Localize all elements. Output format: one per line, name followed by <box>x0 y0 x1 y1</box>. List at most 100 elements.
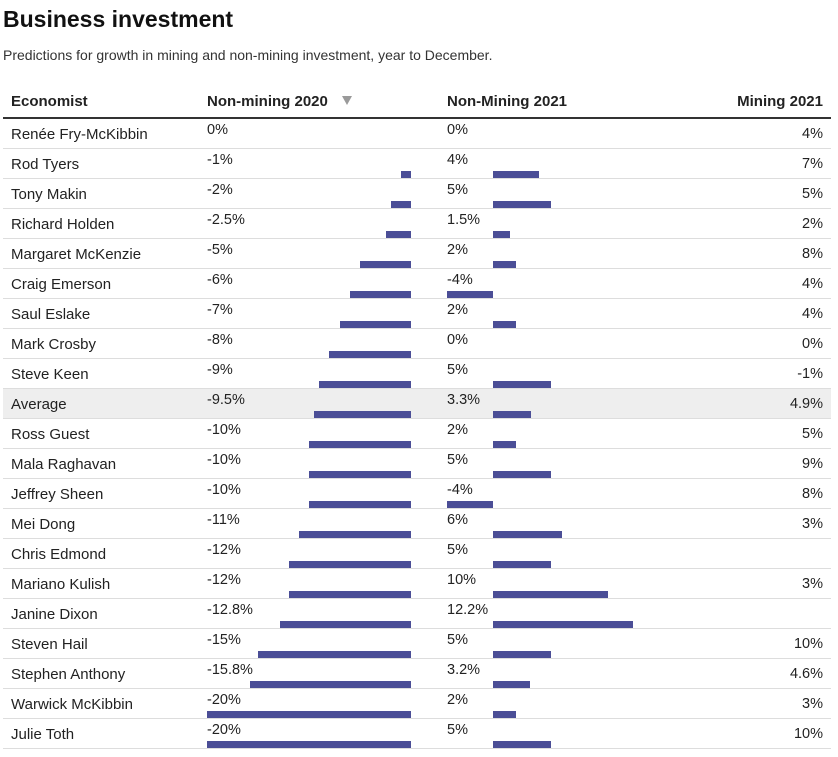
non-mining-2020-value: -9% <box>207 362 233 378</box>
mining-2021-value: 9% <box>802 456 823 472</box>
non-mining-2020-value: -20% <box>207 722 241 738</box>
non-mining-2020-value: -12% <box>207 572 241 588</box>
mining-2021-value: 5% <box>802 186 823 202</box>
economist-name: Richard Holden <box>11 216 115 233</box>
page-subtitle: Predictions for growth in mining and non… <box>3 47 493 63</box>
non-mining-2021-value: 5% <box>447 452 468 468</box>
non-mining-2020-bar <box>390 201 411 208</box>
economist-name: Julie Toth <box>11 726 75 743</box>
economist-name: Chris Edmond <box>11 546 107 563</box>
column-header-non-mining-2020[interactable]: Non-mining 2020 <box>207 93 352 110</box>
non-mining-2020-value: -2% <box>207 182 233 198</box>
economist-name: Saul Eslake <box>11 306 91 323</box>
mining-2021-value: 3% <box>802 576 823 592</box>
table-row: Julie Toth -20% 5% 10% <box>3 719 831 749</box>
non-mining-2021-bar <box>493 261 516 268</box>
non-mining-2020-value: -10% <box>207 422 241 438</box>
non-mining-2020-bar <box>400 171 411 178</box>
non-mining-2020-bar <box>288 591 411 598</box>
mining-2021-value: 4% <box>802 276 823 292</box>
mining-2021-value: 8% <box>802 246 823 262</box>
non-mining-2021-value: 1.5% <box>447 212 481 228</box>
mining-2021-value: 0% <box>802 336 823 352</box>
table-row: Stephen Anthony -15.8% 3.2% 4.6% <box>3 659 831 689</box>
non-mining-2021-value: 5% <box>447 722 468 738</box>
mining-2021-value: 4% <box>802 126 823 142</box>
page-title: Business investment <box>3 6 234 32</box>
non-mining-2020-bar <box>298 531 411 538</box>
table-row: Steve Keen -9% 5% -1% <box>3 359 831 389</box>
non-mining-2021-bar <box>493 171 539 178</box>
economist-name: Stephen Anthony <box>11 666 126 683</box>
mining-2021-value: 2% <box>802 216 823 232</box>
non-mining-2020-bar <box>329 351 411 358</box>
sort-desc-icon[interactable] <box>341 96 352 105</box>
mining-2021-value: 5% <box>802 426 823 442</box>
mining-2021-value: 8% <box>802 486 823 502</box>
column-header-non-mining-2021[interactable]: Non-Mining 2021 <box>447 93 568 110</box>
mining-2021-value: 4.9% <box>789 396 823 412</box>
non-mining-2020-bar <box>360 261 411 268</box>
non-mining-2021-bar <box>493 531 562 538</box>
non-mining-2021-value: 10% <box>447 572 477 588</box>
mining-2021-value: 10% <box>793 726 823 742</box>
non-mining-2020-bar <box>249 681 411 688</box>
non-mining-2021-bar <box>493 231 511 238</box>
economist-name: Janine Dixon <box>11 606 98 623</box>
non-mining-2021-bar <box>447 501 493 508</box>
table-row: Mariano Kulish -12% 10% 3% <box>3 569 831 599</box>
table-row: Mala Raghavan -10% 5% 9% <box>3 449 831 479</box>
non-mining-2020-value: -20% <box>207 692 241 708</box>
non-mining-2021-value: 5% <box>447 182 468 198</box>
non-mining-2020-bar <box>349 291 411 298</box>
non-mining-2021-bar <box>493 471 551 478</box>
non-mining-2020-bar <box>339 321 411 328</box>
non-mining-2020-value: 0% <box>207 122 228 138</box>
economist-name: Average <box>11 396 67 413</box>
non-mining-2021-bar <box>493 201 551 208</box>
table-row: Renée Fry-McKibbin 0% 0% 4% <box>3 119 831 149</box>
non-mining-2021-bar <box>493 591 608 598</box>
non-mining-2020-bar <box>385 231 411 238</box>
non-mining-2021-bar <box>493 651 551 658</box>
table-row: Richard Holden -2.5% 1.5% 2% <box>3 209 831 239</box>
economist-name: Margaret McKenzie <box>11 246 142 263</box>
non-mining-2021-value: -4% <box>447 272 473 288</box>
non-mining-2020-bar <box>280 621 411 628</box>
column-header-mining-2021[interactable]: Mining 2021 <box>737 93 823 110</box>
mining-2021-value: -1% <box>797 366 823 382</box>
non-mining-2020-bar <box>288 561 411 568</box>
non-mining-2021-value: 2% <box>447 692 468 708</box>
non-mining-2021-bar <box>493 561 551 568</box>
table-row: Janine Dixon -12.8% 12.2% <box>3 599 831 629</box>
non-mining-2020-value: -15.8% <box>207 662 253 678</box>
table-row-average: Average -9.5% 3.3% 4.9% <box>3 389 831 419</box>
table-row: Steven Hail -15% 5% 10% <box>3 629 831 659</box>
economist-name: Warwick McKibbin <box>11 696 133 713</box>
column-header-economist[interactable]: Economist <box>11 93 88 110</box>
mining-2021-value: 4.6% <box>789 666 823 682</box>
economist-name: Mark Crosby <box>11 336 97 353</box>
non-mining-2021-value: 5% <box>447 542 468 558</box>
table-row: Rod Tyers -1% 4% 7% <box>3 149 831 179</box>
non-mining-2020-value: -10% <box>207 452 241 468</box>
non-mining-2021-bar <box>493 681 530 688</box>
table-row: Chris Edmond -12% 5% <box>3 539 831 569</box>
economist-name: Steve Keen <box>11 366 89 383</box>
non-mining-2021-value: 0% <box>447 332 468 348</box>
non-mining-2020-bar <box>309 471 411 478</box>
non-mining-2021-value: 6% <box>447 512 468 528</box>
non-mining-2020-value: -2.5% <box>207 212 245 228</box>
non-mining-2021-value: 0% <box>447 122 468 138</box>
non-mining-2021-bar <box>493 441 516 448</box>
economist-name: Craig Emerson <box>11 276 112 293</box>
non-mining-2021-value: -4% <box>447 482 473 498</box>
table-row: Margaret McKenzie -5% 2% 8% <box>3 239 831 269</box>
non-mining-2020-value: -9.5% <box>207 392 245 408</box>
non-mining-2021-value: 2% <box>447 242 468 258</box>
non-mining-2021-bar <box>493 711 516 718</box>
table-row: Mei Dong -11% 6% 3% <box>3 509 831 539</box>
non-mining-2020-bar <box>258 651 411 658</box>
non-mining-2020-value: -15% <box>207 632 241 648</box>
non-mining-2021-value: 5% <box>447 632 468 648</box>
